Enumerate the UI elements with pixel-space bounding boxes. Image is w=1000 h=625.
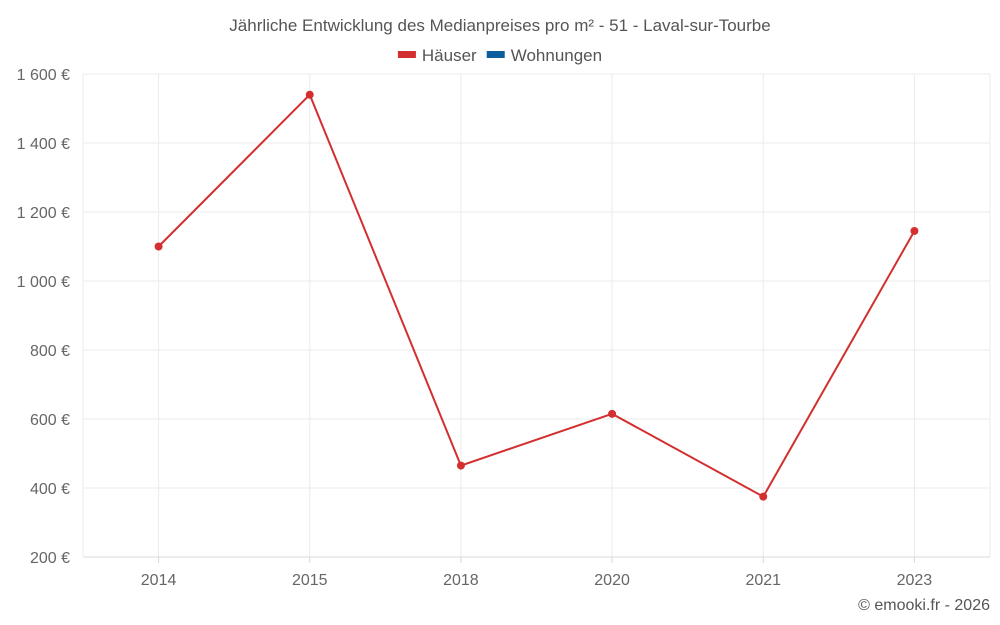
legend-swatch [486, 51, 505, 58]
y-tick-label: 200 € [30, 550, 70, 567]
data-point[interactable] [759, 492, 768, 501]
data-point[interactable] [456, 461, 465, 470]
x-tick-label: 2020 [594, 572, 630, 589]
legend-swatch [397, 51, 416, 58]
y-tick-label: 1 200 € [17, 205, 70, 222]
x-tick-label: 2014 [141, 572, 177, 589]
x-tick-label: 2015 [292, 572, 328, 589]
y-tick-label: 400 € [30, 481, 70, 498]
legend-label: Häuser [422, 46, 477, 65]
y-tick-label: 1 400 € [17, 136, 70, 153]
chart-title: Jährliche Entwicklung des Medianpreises … [229, 16, 770, 35]
x-axis: 2014 2015 2018 2020 2021 2023 [83, 556, 990, 589]
x-tick-label: 2018 [443, 572, 479, 589]
x-tick-label: 2023 [897, 572, 933, 589]
data-point[interactable] [910, 226, 919, 235]
y-tick-label: 1 600 € [17, 67, 70, 84]
series-line-0 [157, 92, 916, 498]
series-layer [154, 90, 919, 501]
legend-item-0[interactable]: Häuser [397, 46, 477, 65]
credit-text: © emooki.fr - 2026 [858, 597, 990, 614]
grid [82, 73, 991, 557]
data-point[interactable] [608, 409, 617, 418]
legend-item-1[interactable]: Wohnungen [486, 46, 602, 65]
x-tick-label: 2021 [745, 572, 781, 589]
y-tick-label: 800 € [30, 343, 70, 360]
data-point[interactable] [305, 90, 314, 99]
y-axis: 200 € 400 € 600 € 800 € 1 000 € 1 200 € 1 400 … [17, 67, 70, 567]
y-tick-label: 600 € [30, 412, 70, 429]
legend[interactable]: Häuser Wohnungen [397, 46, 602, 65]
y-tick-label: 1 000 € [17, 274, 70, 291]
legend-label: Wohnungen [511, 46, 602, 65]
data-point[interactable] [154, 242, 163, 251]
